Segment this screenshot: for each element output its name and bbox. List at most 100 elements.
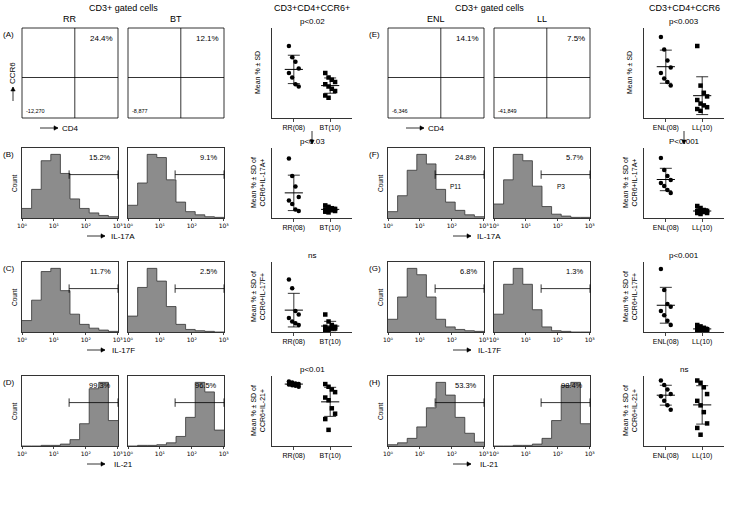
svg-text:(E): (E) — [369, 30, 380, 39]
svg-text:Count: Count — [377, 174, 384, 192]
svg-text:RR(08): RR(08) — [283, 338, 306, 346]
svg-text:p<0.003: p<0.003 — [669, 17, 699, 26]
svg-text:10⁰: 10⁰ — [383, 222, 394, 229]
svg-text:10¹: 10¹ — [155, 222, 166, 229]
svg-text:9.1%: 9.1% — [200, 153, 217, 162]
svg-text:ENL(08): ENL(08) — [653, 338, 679, 346]
svg-text:10¹: 10¹ — [521, 336, 532, 343]
svg-text:10⁰: 10⁰ — [123, 222, 134, 229]
svg-text:IL-17F: IL-17F — [478, 346, 501, 355]
svg-text:Mean % ± SD ofCCR6+IL-17F+: Mean % ± SD ofCCR6+IL-17F+ — [250, 271, 266, 322]
svg-text:RR(08): RR(08) — [283, 224, 306, 232]
svg-text:24.8%: 24.8% — [455, 153, 477, 162]
svg-text:10³: 10³ — [113, 336, 124, 343]
svg-text:RR: RR — [63, 14, 76, 24]
svg-text:p<0.01: p<0.01 — [300, 365, 325, 374]
svg-text:Mean % ± SD ofCCR6+IL-21+: Mean % ± SD ofCCR6+IL-21+ — [250, 385, 266, 436]
svg-text:10²: 10² — [187, 222, 198, 229]
svg-text:Mean % ± SD: Mean % ± SD — [254, 51, 261, 94]
svg-text:(C): (C) — [3, 264, 14, 273]
svg-text:Mean % ± SD ofCCR6+IL-17A+: Mean % ± SD ofCCR6+IL-17A+ — [250, 157, 266, 208]
svg-text:-41,849: -41,849 — [498, 108, 517, 114]
svg-text:CD3+ gated cells: CD3+ gated cells — [89, 3, 158, 13]
svg-text:CCR6: CCR6 — [8, 62, 17, 84]
svg-text:BT(10): BT(10) — [319, 452, 340, 460]
svg-text:10⁰: 10⁰ — [123, 336, 134, 343]
svg-text:CD3+CD4+CCR6: CD3+CD4+CCR6 — [649, 3, 720, 13]
svg-text:-12,270: -12,270 — [26, 108, 45, 114]
svg-text:p<0.02: p<0.02 — [300, 17, 325, 26]
svg-text:(B): (B) — [3, 150, 14, 159]
svg-text:ns: ns — [680, 365, 688, 374]
svg-text:53.3%: 53.3% — [455, 381, 477, 390]
svg-text:ENL(08): ENL(08) — [653, 224, 679, 232]
svg-text:10¹: 10¹ — [49, 450, 60, 457]
svg-text:10³: 10³ — [479, 336, 490, 343]
svg-text:ENL(08): ENL(08) — [653, 452, 679, 460]
svg-text:BT(10): BT(10) — [319, 224, 340, 232]
svg-text:10¹: 10¹ — [415, 222, 426, 229]
svg-text:CD4: CD4 — [428, 124, 445, 133]
svg-text:10⁰: 10⁰ — [383, 450, 394, 457]
svg-text:P11: P11 — [450, 183, 461, 190]
svg-text:Mean % ± SD ofCCR6+IL-17F+: Mean % ± SD ofCCR6+IL-17F+ — [622, 271, 638, 322]
svg-text:P3: P3 — [557, 183, 565, 190]
svg-text:10²: 10² — [447, 450, 458, 457]
svg-text:10²: 10² — [81, 450, 92, 457]
svg-text:IL-21: IL-21 — [114, 460, 133, 469]
svg-text:Count: Count — [377, 402, 384, 420]
svg-text:10⁰: 10⁰ — [489, 222, 500, 229]
svg-text:10³: 10³ — [479, 222, 490, 229]
svg-text:Mean % ± SD ofCCR6+IL-17A+: Mean % ± SD ofCCR6+IL-17A+ — [622, 157, 638, 208]
svg-text:CD4: CD4 — [62, 124, 79, 133]
svg-text:-8,877: -8,877 — [132, 108, 148, 114]
svg-text:10²: 10² — [81, 336, 92, 343]
svg-text:LL(10): LL(10) — [692, 224, 712, 232]
svg-text:P<0.001: P<0.001 — [669, 137, 700, 146]
svg-text:12.1%: 12.1% — [196, 34, 219, 43]
svg-text:10²: 10² — [553, 222, 564, 229]
svg-text:10²: 10² — [187, 336, 198, 343]
svg-text:10²: 10² — [553, 450, 564, 457]
svg-text:10³: 10³ — [113, 450, 124, 457]
svg-text:10⁰: 10⁰ — [17, 336, 28, 343]
svg-text:LL(10): LL(10) — [692, 452, 712, 460]
svg-text:10²: 10² — [187, 450, 198, 457]
svg-text:10¹: 10¹ — [49, 222, 60, 229]
svg-text:10⁰: 10⁰ — [489, 450, 500, 457]
svg-text:10¹: 10¹ — [415, 450, 426, 457]
svg-text:IL-17A: IL-17A — [111, 232, 135, 241]
svg-text:10²: 10² — [553, 336, 564, 343]
svg-text:24.4%: 24.4% — [90, 34, 113, 43]
svg-text:7.5%: 7.5% — [567, 34, 585, 43]
svg-text:BT: BT — [170, 14, 182, 24]
svg-text:BT(10): BT(10) — [319, 338, 340, 346]
svg-text:ENL: ENL — [427, 14, 445, 24]
svg-text:10²: 10² — [447, 336, 458, 343]
svg-text:10³: 10³ — [585, 222, 596, 229]
svg-text:10³: 10³ — [113, 222, 124, 229]
svg-text:Count: Count — [11, 402, 18, 420]
svg-text:10¹: 10¹ — [155, 450, 166, 457]
svg-text:10⁰: 10⁰ — [489, 336, 500, 343]
svg-text:2.5%: 2.5% — [200, 267, 217, 276]
svg-text:14.1%: 14.1% — [456, 34, 479, 43]
svg-text:Count: Count — [11, 174, 18, 192]
svg-text:10¹: 10¹ — [521, 450, 532, 457]
svg-text:Count: Count — [11, 288, 18, 306]
svg-text:98.4%: 98.4% — [561, 381, 583, 390]
svg-text:(H): (H) — [369, 378, 380, 387]
svg-text:99.3%: 99.3% — [89, 381, 111, 390]
svg-text:CD3+CD4+CCR6+: CD3+CD4+CCR6+ — [274, 3, 350, 13]
svg-text:LL(10): LL(10) — [692, 124, 712, 132]
svg-text:10⁰: 10⁰ — [17, 222, 28, 229]
svg-text:IL-17A: IL-17A — [477, 232, 501, 241]
svg-text:Mean % ± SD: Mean % ± SD — [626, 51, 633, 94]
svg-text:10¹: 10¹ — [521, 222, 532, 229]
svg-text:(F): (F) — [369, 150, 380, 159]
svg-text:ENL(08): ENL(08) — [653, 124, 679, 132]
svg-text:p<0.03: p<0.03 — [300, 137, 325, 146]
svg-text:(A): (A) — [3, 30, 14, 39]
svg-text:5.7%: 5.7% — [566, 153, 583, 162]
svg-text:Mean % ± SD ofCCR6+IL-21+: Mean % ± SD ofCCR6+IL-21+ — [622, 385, 638, 436]
